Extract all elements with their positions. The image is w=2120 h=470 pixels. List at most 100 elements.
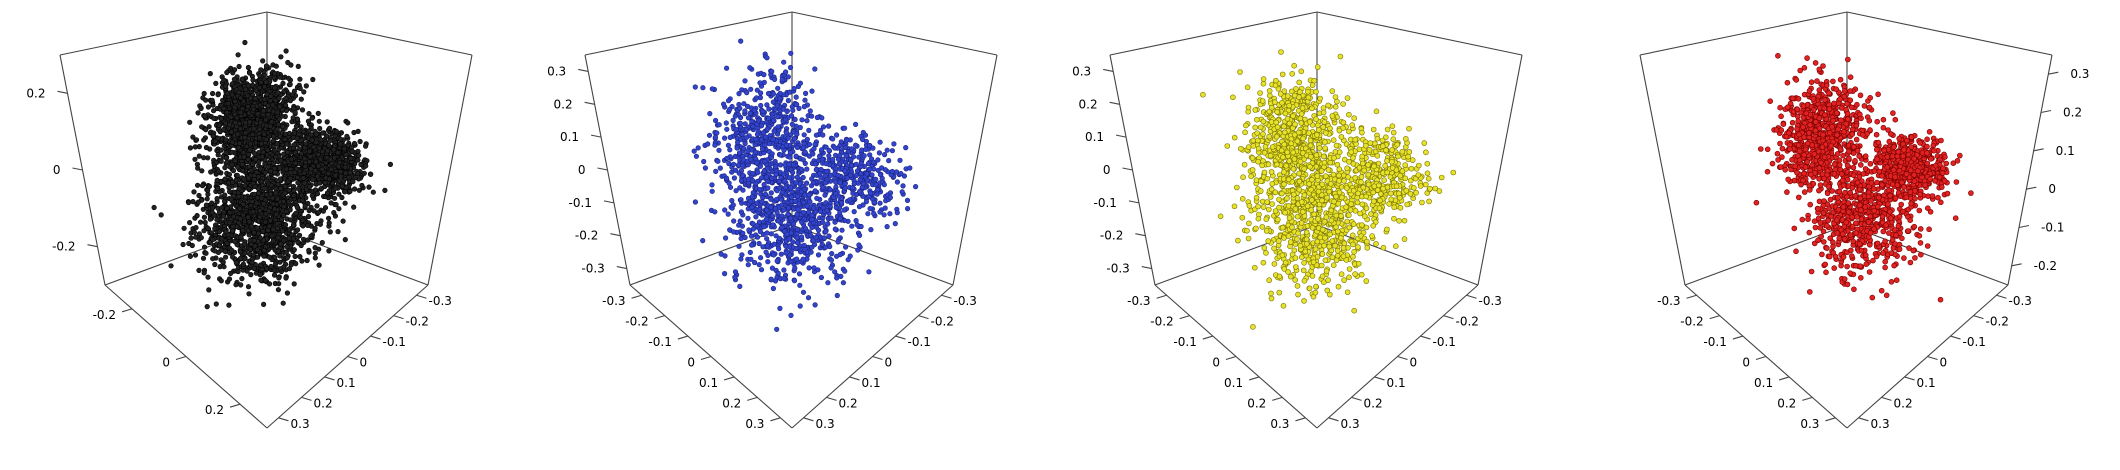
- data-point: [826, 233, 832, 239]
- data-point: [289, 92, 296, 98]
- data-point: [832, 269, 838, 275]
- data-point: [799, 117, 805, 123]
- data-point: [204, 304, 210, 310]
- data-point: [223, 155, 229, 161]
- data-point: [818, 166, 824, 173]
- data-point: [840, 280, 847, 286]
- data-point: [292, 160, 298, 166]
- data-point: [763, 249, 769, 255]
- data-point: [280, 80, 286, 86]
- data-point: [723, 120, 729, 126]
- data-point: [712, 209, 718, 215]
- data-point: [759, 199, 765, 205]
- data-point: [782, 184, 789, 190]
- data-point: [272, 254, 278, 261]
- data-point: [346, 174, 352, 180]
- data-point: [232, 158, 238, 164]
- data-point: [841, 207, 847, 213]
- data-point: [851, 209, 857, 215]
- data-point: [201, 214, 207, 220]
- box-edge: [266, 11, 473, 56]
- data-point: [814, 114, 821, 121]
- data-point: [761, 71, 767, 78]
- data-point: [892, 221, 898, 227]
- data-point: [243, 195, 249, 201]
- data-point: [241, 154, 247, 160]
- data-point: [336, 206, 342, 212]
- data-point: [202, 219, 208, 226]
- data-point: [770, 136, 776, 142]
- data-point: [316, 209, 322, 215]
- data-point: [201, 90, 207, 97]
- data-point: [363, 163, 369, 169]
- data-point: [314, 173, 321, 179]
- z-tick-label: 0.2: [26, 86, 45, 100]
- data-point: [757, 90, 764, 96]
- data-point: [257, 72, 263, 79]
- data-point: [296, 185, 302, 192]
- data-point: [298, 124, 304, 130]
- data-point: [342, 164, 348, 170]
- y-tick-label: -0.3: [429, 294, 452, 308]
- data-point: [748, 256, 754, 262]
- data-point: [258, 67, 264, 73]
- data-point: [254, 200, 260, 206]
- data-point: [797, 124, 803, 131]
- data-point: [312, 255, 318, 261]
- data-point: [775, 85, 781, 91]
- y-tick: [416, 294, 427, 299]
- data-point: [809, 88, 815, 94]
- data-point: [740, 230, 746, 236]
- data-point: [812, 161, 818, 167]
- data-point: [796, 271, 803, 277]
- data-point: [203, 144, 209, 151]
- data-point: [210, 90, 216, 97]
- data-point: [794, 131, 800, 137]
- x-tick-label: -0.2: [625, 315, 648, 329]
- data-point: [736, 243, 742, 249]
- data-point: [817, 171, 823, 177]
- data-point: [798, 189, 805, 195]
- data-point: [203, 97, 209, 103]
- data-point: [324, 190, 331, 196]
- data-point: [276, 281, 282, 287]
- data-point: [280, 199, 287, 205]
- data-point: [256, 135, 263, 141]
- data-point: [893, 169, 900, 175]
- data-point: [224, 205, 230, 211]
- data-point: [202, 244, 208, 250]
- data-point: [734, 139, 741, 145]
- data-point: [227, 189, 233, 195]
- data-point: [750, 221, 756, 227]
- data-point: [856, 232, 863, 238]
- data-point: [222, 176, 228, 182]
- data-point: [250, 106, 257, 112]
- data-point: [272, 206, 278, 212]
- data-point: [272, 85, 278, 91]
- x-tick-label: 0: [162, 356, 170, 370]
- data-point: [797, 303, 803, 309]
- data-point: [742, 78, 748, 84]
- data-point: [800, 145, 807, 151]
- z-tick: [584, 101, 595, 105]
- data-point: [293, 210, 299, 216]
- data-point: [262, 170, 268, 176]
- data-point: [335, 163, 342, 169]
- data-point: [794, 240, 801, 246]
- box-edge: [952, 54, 998, 286]
- data-point: [327, 156, 333, 162]
- data-point: [766, 141, 773, 147]
- data-point: [839, 227, 845, 233]
- data-point: [264, 192, 270, 198]
- data-point: [283, 95, 289, 101]
- data-point: [286, 199, 292, 205]
- data-point: [722, 253, 728, 259]
- data-point: [221, 77, 227, 83]
- data-point: [762, 158, 768, 165]
- data-point: [801, 140, 807, 147]
- data-point: [355, 157, 361, 163]
- data-point: [229, 162, 235, 168]
- z-tick-label: 0.1: [560, 130, 579, 144]
- data-point: [302, 163, 308, 169]
- data-point: [261, 253, 267, 259]
